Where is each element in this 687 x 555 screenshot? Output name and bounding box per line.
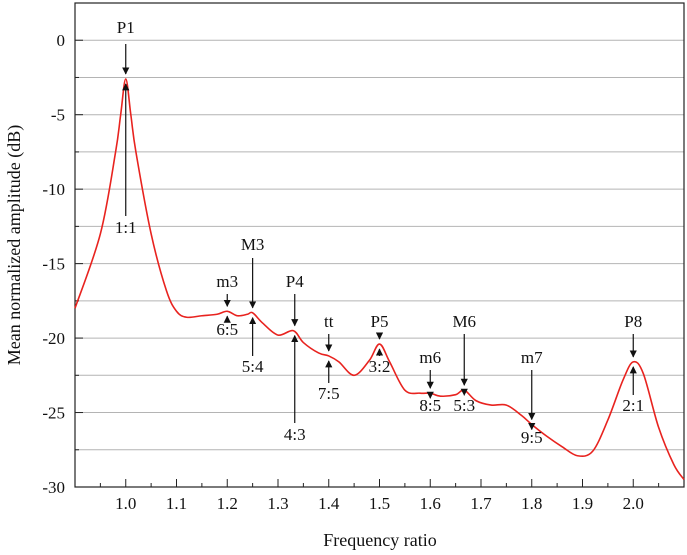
x-tick-label: 2.0	[623, 494, 644, 513]
x-tick-label: 1.1	[166, 494, 187, 513]
annotation-ratio: 5:4	[242, 357, 264, 376]
y-tick-label: -25	[42, 404, 65, 423]
annotation-label: m7	[521, 348, 543, 367]
x-axis: 1.0 1.1 1.2 1.3 1.4 1.5 1.6 1.7 1.8 1.9 2.0	[99, 479, 660, 513]
x-tick-label: 1.5	[369, 494, 390, 513]
annotation-label: P5	[371, 312, 389, 331]
annotation-label: P8	[624, 312, 642, 331]
y-tick-label: 0	[57, 31, 66, 50]
x-axis-title: Frequency ratio	[323, 530, 436, 550]
series-layer	[74, 78, 685, 481]
grid-lines	[75, 39, 684, 451]
annotation-ratio: 4:3	[284, 425, 306, 444]
annotation-label: P1	[117, 18, 135, 37]
annotation-ratio: 2:1	[622, 396, 644, 415]
annotation-ratio: 7:5	[318, 384, 340, 403]
annotation-ratio: 1:1	[115, 218, 137, 237]
y-axis-title: Mean normalized amplitude (dB)	[4, 125, 25, 365]
x-tick-label: 1.7	[470, 494, 492, 513]
x-tick-label: 1.6	[420, 494, 441, 513]
annotation-ratio: 3:2	[369, 357, 391, 376]
x-tick-label: 1.2	[217, 494, 238, 513]
annotation-ratio: 6:5	[216, 320, 238, 339]
series-line	[74, 78, 685, 481]
y-tick-label: -20	[42, 329, 65, 348]
x-tick-label: 1.9	[572, 494, 593, 513]
annotation-label: P4	[286, 272, 304, 291]
annotation-ratio: 9:5	[521, 428, 543, 447]
x-tick-label: 1.3	[267, 494, 288, 513]
x-tick-label: 1.8	[521, 494, 542, 513]
annotation-ratio: 8:5	[419, 396, 441, 415]
annotation-ratio: 5:3	[453, 396, 475, 415]
y-tick-label: -15	[42, 255, 65, 274]
annotation-label: tt	[324, 312, 334, 331]
annotation-label: M6	[452, 312, 476, 331]
x-tick-label: 1.0	[115, 494, 136, 513]
annotations: P1 1:1 m3 6:5 M3 5:4 P4 4:3 tt 7:5 P5 3:2 m6 8:5 M6 5:3…	[115, 18, 644, 447]
annotation-label: m6	[419, 348, 441, 367]
y-tick-label: -30	[42, 478, 65, 497]
y-tick-label: -5	[51, 106, 65, 125]
x-tick-label: 1.4	[318, 494, 340, 513]
annotation-label: m3	[216, 272, 238, 291]
y-tick-label: -10	[42, 180, 65, 199]
y-axis: 0 -5 -10 -15 -20 -25 -30	[42, 31, 83, 497]
annotation-label: M3	[241, 235, 265, 254]
plot-frame	[74, 2, 685, 488]
